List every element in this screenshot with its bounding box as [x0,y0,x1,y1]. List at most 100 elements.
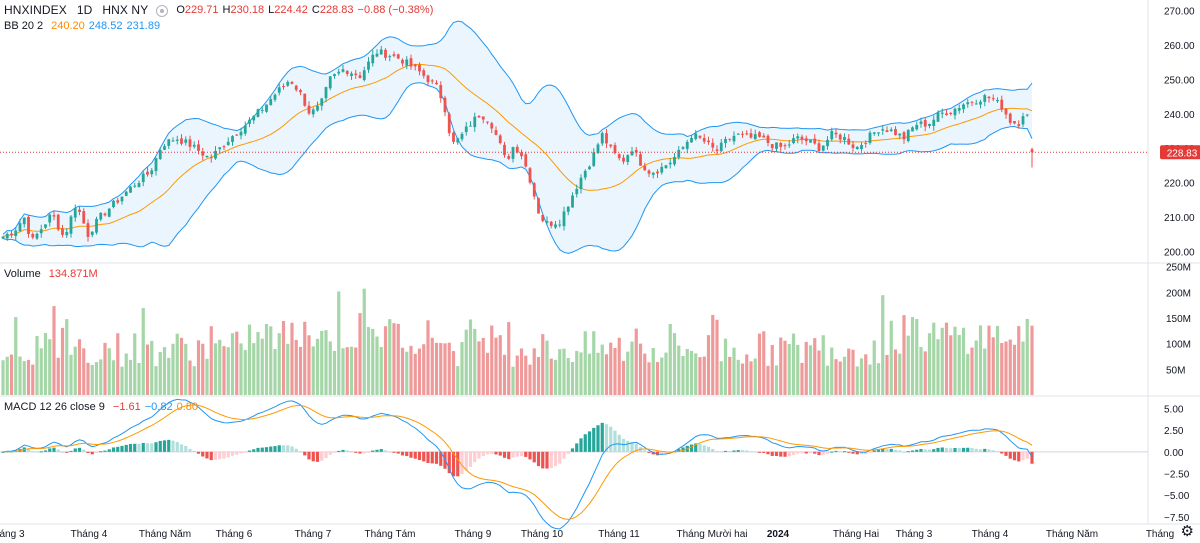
candle-body [409,58,413,67]
candle-body [73,208,77,218]
bb-legend[interactable]: BB 20 2 240.20 248.52 231.89 [4,20,160,32]
volume-bar [940,327,944,395]
macd-histogram-bar [31,450,35,452]
volume-bar [120,366,124,395]
volume-bar [86,362,90,395]
macd-histogram-bar [213,451,218,460]
time-tick-label: Tháng 7 [295,529,332,540]
time-tick-label: Tháng 4 [972,529,1009,540]
volume-bar [808,345,813,395]
candle-body [872,132,876,134]
volume-bar [1021,341,1025,395]
macd-histogram-bar [196,451,201,454]
macd-histogram-bar [277,445,281,452]
candle-body [137,182,141,188]
candle-body [290,81,294,84]
macd-histogram-bar [868,451,872,453]
volume-bar [417,348,422,395]
candle-body [248,119,251,124]
gear-icon[interactable]: ⚙ [1180,523,1194,540]
macd-histogram-bar [766,451,770,455]
macd-histogram-bar [800,451,804,454]
macd-histogram-bar [179,444,184,452]
volume-bar [927,333,932,395]
volume-bar [22,361,26,395]
volume-bar [859,358,864,395]
volume-bar [638,343,643,395]
macd-histogram-bar [1017,451,1021,462]
volume-bar [549,358,553,395]
candle-body [422,70,426,76]
volume-bar [753,358,757,395]
candle-body [311,109,315,115]
exchange[interactable]: HNX NY [102,3,149,17]
candle-body [673,157,676,165]
macd-histogram-bar [783,451,787,457]
volume-bar [1,360,5,395]
volume-bar [838,361,842,395]
volume-bar [451,351,456,395]
candle-body [775,142,778,149]
macd-histogram-bar [851,451,855,454]
volume-bar [354,347,358,395]
macd-histogram-bar [222,451,226,459]
candle-body [677,149,681,158]
volume-bar [362,288,366,395]
eye-icon[interactable] [156,5,169,17]
volume-bar [175,333,179,395]
macd-histogram-bar [1012,451,1017,461]
volume-legend[interactable]: Volume 134.871M [4,268,98,280]
candle-body [830,131,834,140]
candle-body [277,87,281,93]
macd-histogram-bar [974,448,978,452]
macd-legend[interactable]: MACD 12 26 close 9 −1.61 −0.82 0.80 [4,401,198,413]
candle-body [56,214,60,230]
volume-bar [468,319,473,395]
candle-body [702,138,706,142]
candle-body [82,211,86,224]
volume-bar [52,306,56,395]
macd-histogram-bar [961,447,966,452]
candle-body [507,156,511,159]
volume-bar [511,366,515,395]
volume-bar [133,333,137,395]
volume-bar [473,328,477,395]
volume-bar [923,351,927,395]
candle-body [647,170,651,174]
macd-histogram-bar [575,443,579,452]
candle-body [881,129,885,131]
volume-bar [167,357,171,395]
volume-bar [825,365,830,395]
macd-histogram-bar [1030,451,1034,464]
interval[interactable]: 1D [76,3,93,17]
candle-body [52,215,56,217]
candle-body [392,54,396,56]
candle-body [957,108,961,111]
candle-body [99,212,103,220]
volume-bar [341,348,345,395]
time-tick-label: Tháng 4 [71,529,108,540]
candle-body [575,188,579,195]
volume-bar [235,331,239,395]
volume-bar [379,346,383,395]
volume-bar [694,353,698,395]
macd-histogram-bar [570,448,575,452]
volume-bar [226,347,230,395]
symbol-name[interactable]: HNXINDEX [4,3,67,17]
candle-body [660,166,664,173]
bb-middle: 240.20 [51,20,85,32]
candle-body [231,136,234,143]
macd-histogram-bar [328,451,332,455]
candle-body [634,149,638,153]
macd-histogram-bar [592,427,596,452]
volume-bar [719,361,723,395]
macd-histogram-bar [893,449,898,452]
candle-body [698,135,702,138]
volume-bar [558,349,562,395]
volume-bar [876,363,881,395]
macd-histogram-bar [371,450,375,452]
volume-bar [596,352,600,395]
volume-bar [906,335,910,395]
volume-bar [630,341,634,395]
